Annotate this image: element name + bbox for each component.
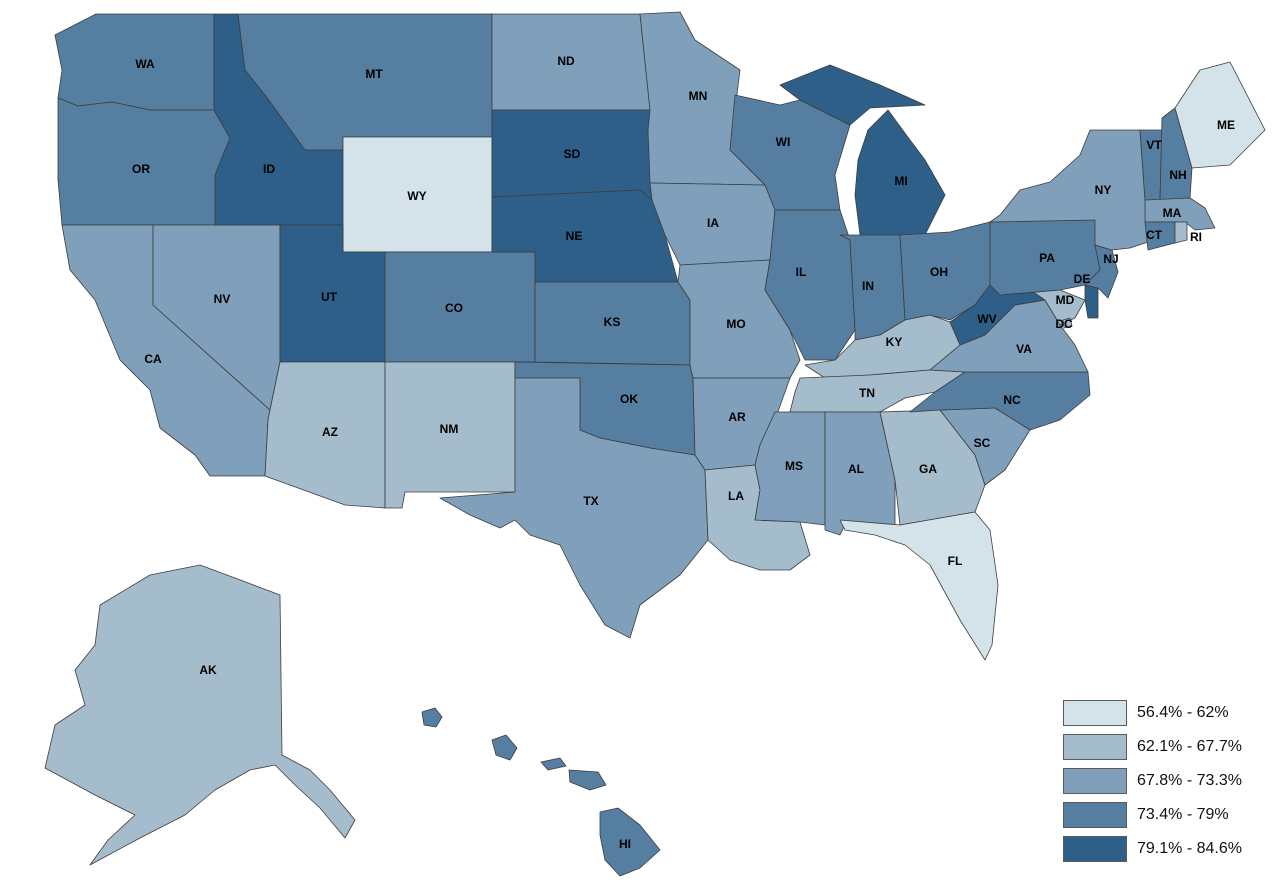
state-label-ny: NY [1095, 183, 1112, 197]
state-label-ms: MS [785, 459, 803, 473]
legend-item: 56.4% - 62% [1063, 700, 1263, 726]
state-label-me: ME [1217, 118, 1235, 132]
legend-label: 56.4% - 62% [1137, 704, 1229, 721]
state-label-wa: WA [135, 57, 155, 71]
state-label-az: AZ [322, 425, 338, 439]
state-label-wi: WI [776, 135, 791, 149]
state-label-ga: GA [919, 462, 937, 476]
state-label-ne: NE [566, 229, 583, 243]
state-tx[interactable] [439, 377, 709, 639]
state-label-ri: RI [1190, 230, 1202, 244]
state-label-ca: CA [144, 352, 162, 366]
state-label-ct: CT [1146, 228, 1163, 242]
state-label-la: LA [728, 489, 744, 503]
legend-item: 62.1% - 67.7% [1063, 734, 1263, 760]
legend-label: 73.4% - 79% [1137, 806, 1229, 823]
state-nj[interactable] [1084, 244, 1119, 299]
state-mi[interactable] [779, 64, 946, 236]
state-label-nm: NM [440, 422, 459, 436]
state-label-va: VA [1016, 342, 1032, 356]
legend-swatch [1063, 802, 1127, 828]
state-label-ar: AR [728, 410, 746, 424]
state-label-al: AL [848, 462, 864, 476]
state-label-mt: MT [365, 67, 383, 81]
state-label-sc: SC [974, 436, 991, 450]
state-ri[interactable] [1174, 221, 1188, 244]
legend-item: 67.8% - 73.3% [1063, 768, 1263, 794]
state-label-nc: NC [1003, 393, 1021, 407]
legend-swatch [1063, 768, 1127, 794]
state-label-tx: TX [583, 494, 598, 508]
state-wi[interactable] [729, 94, 851, 211]
legend-label: 79.1% - 84.6% [1137, 840, 1242, 857]
state-label-ky: KY [886, 335, 903, 349]
state-label-nv: NV [214, 292, 231, 306]
state-label-hi: HI [619, 837, 631, 851]
state-il[interactable] [764, 209, 856, 361]
legend-item: 73.4% - 79% [1063, 802, 1263, 828]
state-label-nh: NH [1169, 168, 1186, 182]
legend-swatch [1063, 734, 1127, 760]
state-label-il: IL [796, 265, 807, 279]
legend: 56.4% - 62% 62.1% - 67.7% 67.8% - 73.3% … [1063, 700, 1263, 870]
state-ak[interactable] [44, 564, 356, 866]
state-me[interactable] [1174, 61, 1266, 169]
state-label-fl: FL [948, 554, 963, 568]
state-label-ut: UT [321, 290, 338, 304]
state-label-md: MD [1056, 293, 1075, 307]
state-label-pa: PA [1039, 251, 1055, 265]
legend-label: 62.1% - 67.7% [1137, 738, 1242, 755]
state-nh[interactable] [1159, 107, 1193, 201]
state-label-id: ID [263, 162, 275, 176]
state-label-tn: TN [859, 386, 875, 400]
state-label-de: DE [1074, 272, 1091, 286]
state-label-in: IN [862, 279, 874, 293]
state-label-oh: OH [930, 265, 948, 279]
state-label-co: CO [445, 301, 463, 315]
legend-label: 67.8% - 73.3% [1137, 772, 1242, 789]
state-label-nj: NJ [1103, 252, 1118, 266]
state-label-ia: IA [707, 216, 719, 230]
legend-swatch [1063, 700, 1127, 726]
state-label-or: OR [132, 162, 150, 176]
legend-swatch [1063, 836, 1127, 862]
state-label-ks: KS [604, 315, 621, 329]
state-de[interactable] [1084, 284, 1099, 319]
state-label-wv: WV [977, 312, 996, 326]
state-label-mo: MO [726, 317, 745, 331]
state-dc[interactable] [1062, 317, 1073, 329]
state-label-sd: SD [564, 147, 581, 161]
state-label-mi: MI [894, 174, 907, 188]
state-label-vt: VT [1146, 138, 1162, 152]
state-label-nd: ND [557, 54, 575, 68]
state-label-wy: WY [407, 189, 426, 203]
state-label-ak: AK [199, 663, 217, 677]
state-label-ma: MA [1163, 206, 1182, 220]
legend-item: 79.1% - 84.6% [1063, 836, 1263, 862]
state-label-ok: OK [620, 392, 638, 406]
state-hi[interactable] [421, 707, 661, 877]
state-label-dc: DC [1055, 317, 1073, 331]
state-label-mn: MN [689, 89, 708, 103]
state-fl[interactable] [839, 511, 999, 661]
state-tn[interactable] [789, 369, 966, 413]
